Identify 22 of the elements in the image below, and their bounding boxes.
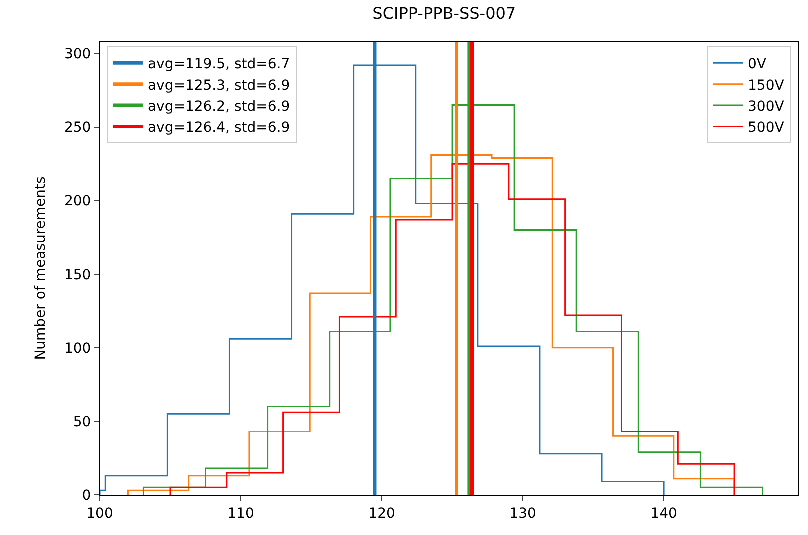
legend-label: avg=119.5, std=6.7 <box>148 56 290 73</box>
y-tick-label: 50 <box>73 414 92 430</box>
x-tick-label: 120 <box>368 506 396 522</box>
y-tick-label: 100 <box>64 340 92 357</box>
y-tick-label: 150 <box>64 267 92 284</box>
y-tick-label: 250 <box>64 120 92 136</box>
y-tick-label: 300 <box>64 46 92 63</box>
x-tick-label: 100 <box>86 506 114 522</box>
chart-title: SCIPP-PPB-SS-007 <box>372 4 516 24</box>
legend-label: 300V <box>748 98 785 115</box>
x-tick-label: 140 <box>650 506 678 522</box>
y-axis-title: Number of measurements <box>33 176 50 360</box>
legend-label: 0V <box>748 56 767 73</box>
legend-label: avg=126.2, std=6.9 <box>148 98 290 115</box>
legend-label: avg=126.4, std=6.9 <box>148 120 290 136</box>
y-tick-label: 200 <box>64 194 92 210</box>
x-tick-label: 110 <box>228 506 254 522</box>
legend-label: avg=125.3, std=6.9 <box>148 78 290 94</box>
legend-label: 150V <box>748 78 785 94</box>
x-tick-label: 130 <box>510 506 536 522</box>
y-tick-label: 0 <box>82 488 92 504</box>
legend-label: 500V <box>748 120 785 136</box>
